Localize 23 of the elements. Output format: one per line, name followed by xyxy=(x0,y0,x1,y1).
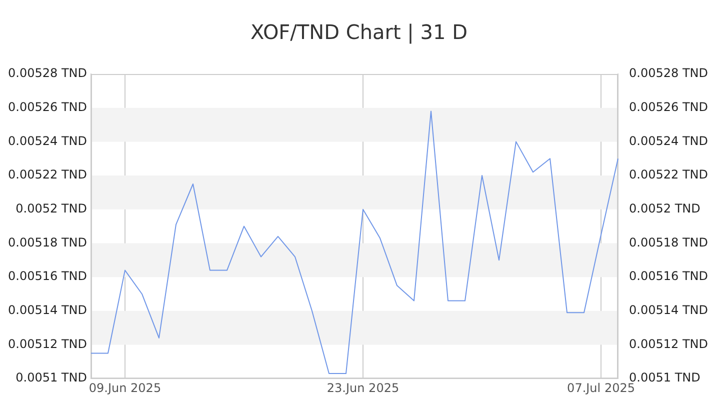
y-tick-label: 0.00518 TND xyxy=(8,235,87,250)
y2-tick-label: 0.00512 TND xyxy=(629,336,708,351)
x-tick-label: 23.Jun 2025 xyxy=(326,380,400,395)
y2-tick-label: 0.00528 TND xyxy=(629,66,708,80)
y-tick-label: 0.00522 TND xyxy=(8,168,87,182)
y2-tick-label: 0.00522 TND xyxy=(629,168,708,182)
x-tick-label: 09.Jun 2025 xyxy=(88,380,162,395)
y-tick-label: 0.00526 TND xyxy=(8,100,87,114)
x-tick-label: 07.Jul 2025 xyxy=(567,380,635,395)
y2-tick-label: 0.0052 TND xyxy=(629,202,700,216)
y-tick-label: 0.0052 TND xyxy=(16,202,87,216)
y-tick-label: 0.00524 TND xyxy=(8,134,87,148)
y-tick-label: 0.0051 TND xyxy=(16,370,87,385)
y-tick-label: 0.00514 TND xyxy=(8,303,87,318)
y2-tick-label: 0.00516 TND xyxy=(629,269,708,284)
y2-tick-label: 0.00526 TND xyxy=(629,100,708,114)
y-tick-label: 0.00516 TND xyxy=(8,269,87,284)
y2-tick-label: 0.00514 TND xyxy=(629,303,708,318)
chart-title: XOF/TND Chart | 31 D xyxy=(250,20,468,44)
y2-tick-label: 0.00524 TND xyxy=(629,134,708,148)
y-tick-label: 0.00512 TND xyxy=(8,336,87,351)
y-tick-label: 0.00528 TND xyxy=(8,66,87,80)
y2-tick-label: 0.00518 TND xyxy=(629,235,708,250)
